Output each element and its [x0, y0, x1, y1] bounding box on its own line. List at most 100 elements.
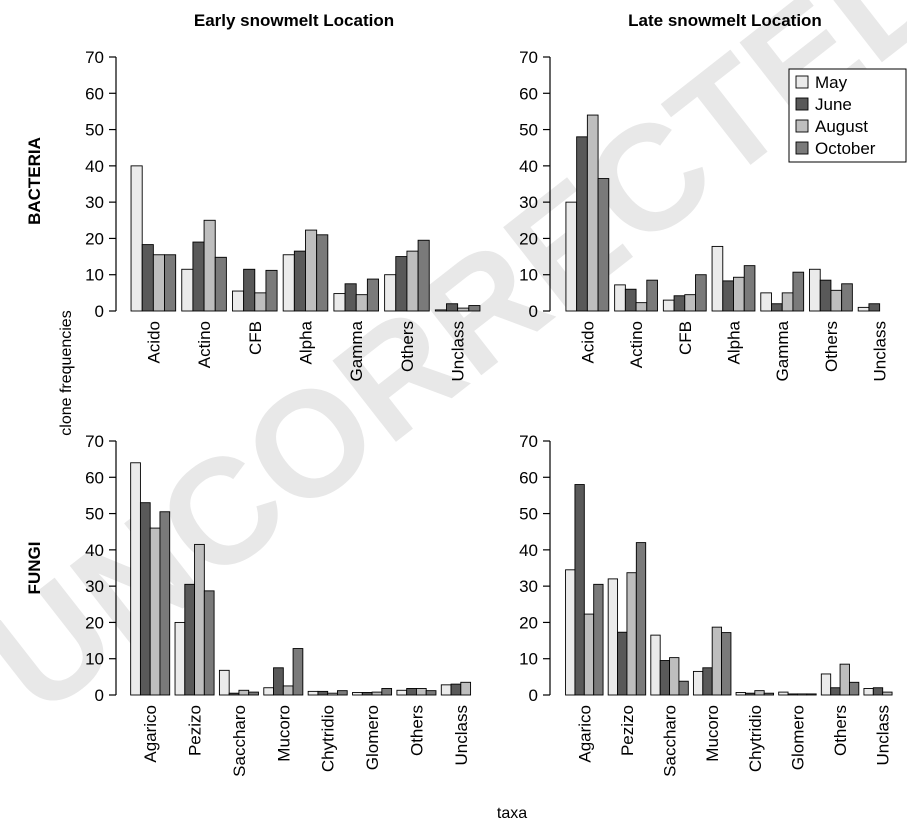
row-title-bacteria: BACTERIA	[25, 137, 44, 225]
legend: May June August October	[788, 68, 907, 163]
bar-june-glomero	[787, 693, 798, 696]
y-tick-label: 50	[85, 121, 104, 140]
bar-june-actino	[624, 288, 637, 312]
bar-october-others	[425, 690, 437, 696]
legend-swatch-october	[795, 141, 809, 155]
x-category-label: Chytridio	[746, 705, 765, 772]
bar-june-chytridio	[744, 692, 756, 696]
y-tick-label: 50	[85, 505, 104, 524]
legend-box	[788, 68, 907, 163]
bar-august-acido	[152, 254, 165, 312]
bars-bacteria-early	[130, 165, 481, 312]
bar-june-others	[830, 687, 841, 696]
x-category-label: Actino	[627, 321, 646, 368]
bar-october-actino	[646, 279, 658, 312]
y-tick-label: 40	[519, 541, 538, 560]
bars-fungi-early	[130, 462, 472, 696]
x-category-label: Glomero	[788, 705, 807, 770]
y-tick-label: 60	[519, 84, 538, 103]
x-category-label: Chytridio	[319, 705, 338, 772]
y-tick-label: 40	[519, 157, 538, 176]
y-tick-label: 10	[85, 650, 104, 669]
y-tick-label: 60	[85, 84, 104, 103]
y-tick-label: 0	[529, 686, 538, 705]
bar-june-cfb	[673, 295, 686, 312]
y-tick-label: 60	[519, 468, 538, 487]
x-category-label: Others	[398, 321, 417, 372]
x-category-label: Alpha	[297, 320, 316, 364]
y-tick-label: 10	[85, 266, 104, 285]
bar-october-agarico	[593, 583, 604, 696]
y-axis-fungi-late: 0 10 20 30 40 50 60 70	[519, 432, 551, 705]
bar-june-others	[406, 688, 417, 696]
x-categories-bacteria-early: Acido Actino CFB Alpha Gamma Others Unclass	[144, 320, 467, 381]
bar-june-glomero	[361, 692, 373, 696]
x-category-label: Acido	[144, 321, 163, 364]
bar-october-cfb	[695, 274, 707, 312]
bar-june-alpha	[722, 280, 734, 312]
bar-october-others	[848, 681, 860, 696]
bar-june-agarico	[139, 502, 151, 696]
bar-october-cfb	[265, 269, 278, 312]
legend-swatch-june	[795, 97, 809, 111]
x-category-label: Pezizo	[618, 705, 637, 756]
bars-fungi-late	[565, 484, 893, 696]
bar-august-others	[406, 250, 419, 312]
bar-october-acido	[597, 178, 610, 312]
y-tick-label: 20	[85, 229, 104, 248]
bar-june-actino	[192, 241, 205, 312]
bar-may-agarico	[565, 569, 576, 696]
bar-may-alpha	[711, 245, 724, 312]
bar-june-acido	[141, 244, 154, 312]
x-category-label: Unclass	[452, 705, 471, 765]
panel-bacteria-early: 0 10 20 30 40 50 60 70 Acido Actino CFB Alpha Gamma O…	[85, 48, 481, 381]
bar-august-glomero	[796, 693, 808, 696]
bars-bacteria-late	[565, 114, 881, 312]
y-tick-label: 30	[85, 577, 104, 596]
legend-swatch-may	[795, 75, 809, 89]
x-category-label: Unclass	[871, 321, 890, 381]
column-title-late: Late snowmelt Location	[628, 11, 822, 30]
bar-august-gamma	[355, 294, 368, 312]
y-tick-label: 70	[85, 432, 104, 451]
x-category-label: Others	[831, 705, 850, 756]
bar-august-cfb	[254, 292, 267, 312]
y-tick-label: 10	[519, 266, 538, 285]
bar-may-unclass	[863, 688, 874, 696]
x-category-label: Mucoro	[703, 705, 722, 762]
bar-may-others	[820, 673, 832, 696]
bar-august-gamma	[781, 292, 794, 312]
bar-june-chytridio	[317, 690, 329, 696]
y-tick-label: 70	[519, 48, 538, 67]
bar-august-alpha	[305, 229, 318, 312]
legend-label-august: August	[815, 117, 868, 136]
bar-august-chytridio	[754, 690, 765, 696]
bar-october-gamma	[792, 271, 805, 312]
bar-august-cfb	[684, 294, 696, 312]
bar-august-actino	[635, 302, 648, 312]
x-category-label: Actino	[195, 321, 214, 368]
bar-august-unclass	[882, 691, 893, 696]
y-tick-label: 30	[519, 577, 538, 596]
bar-august-others	[839, 663, 850, 696]
x-category-label: Saccharo	[661, 705, 680, 777]
bar-june-gamma	[771, 303, 783, 312]
bar-august-pezizo	[626, 572, 637, 696]
bar-august-glomero	[371, 691, 383, 696]
y-tick-label: 70	[85, 48, 104, 67]
bar-june-unclass	[872, 687, 884, 696]
bar-june-mucoro	[702, 667, 713, 696]
bar-june-mucoro	[273, 667, 284, 696]
y-axis-bacteria-early: 0 10 20 30 40 50 60 70	[85, 48, 117, 321]
x-categories-bacteria-late: Acido Actino CFB Alpha Gamma Others Unclass	[578, 320, 889, 381]
bar-may-saccharo	[650, 634, 661, 696]
row-title-fungi: FUNGI	[25, 542, 44, 595]
y-axis-fungi-early: 0 10 20 30 40 50 60 70	[85, 432, 117, 705]
bar-june-cfb	[243, 268, 256, 312]
bar-may-acido	[130, 165, 143, 312]
bar-october-others	[841, 283, 853, 312]
bar-august-saccharo	[238, 689, 250, 696]
bar-may-unclass	[440, 684, 452, 696]
y-tick-label: 20	[85, 613, 104, 632]
bar-october-acido	[164, 254, 177, 312]
